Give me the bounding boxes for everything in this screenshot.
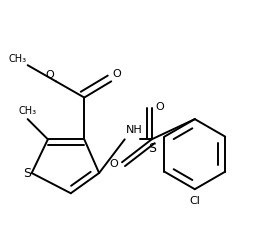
Text: CH₃: CH₃ — [8, 54, 26, 64]
Text: O: O — [46, 70, 55, 80]
Text: O: O — [109, 159, 118, 169]
Text: O: O — [156, 102, 164, 112]
Text: O: O — [112, 69, 121, 79]
Text: S: S — [148, 142, 156, 155]
Text: CH₃: CH₃ — [19, 106, 37, 117]
Text: S: S — [23, 167, 31, 180]
Text: Cl: Cl — [189, 196, 200, 206]
Text: NH: NH — [126, 125, 143, 135]
